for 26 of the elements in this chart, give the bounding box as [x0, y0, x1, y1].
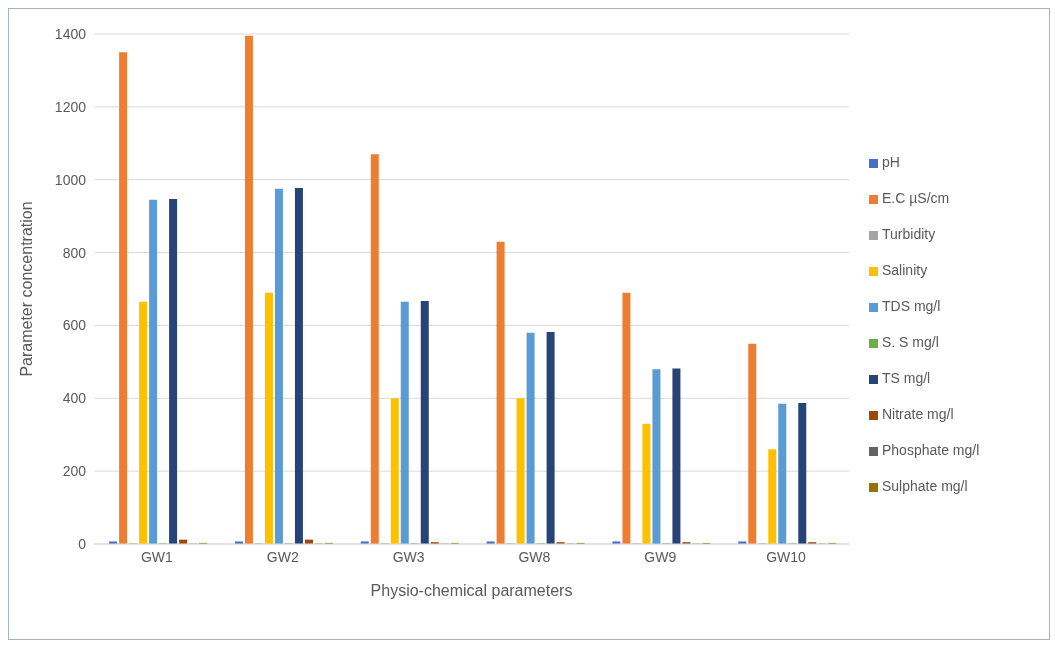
y-tick-label: 800: [62, 244, 87, 261]
legend-label: Salinity: [882, 262, 928, 278]
y-tick-label: 1400: [54, 25, 87, 42]
x-tick-label: GW3: [392, 548, 425, 565]
y-tick-label: 400: [62, 390, 87, 407]
y-tick-label: 600: [62, 317, 87, 334]
legend-label: Sulphate mg/l: [882, 478, 968, 494]
x-tick-label: GW1: [140, 548, 174, 565]
legend-label: Turbidity: [882, 226, 936, 242]
x-tick-label: GW8: [518, 548, 551, 565]
y-tick-label: 1000: [54, 171, 87, 188]
x-tick-label: GW9: [644, 548, 677, 565]
legend-label: Nitrate mg/l: [882, 406, 954, 422]
x-axis-title: Physio-chemical parameters: [370, 582, 573, 599]
x-tick-label: GW10: [766, 548, 807, 565]
y-tick-label: 200: [62, 463, 87, 480]
legend-label: pH: [882, 154, 900, 170]
y-tick-label: 1200: [54, 98, 87, 115]
y-axis-title: Parameter concentration: [17, 201, 35, 377]
legend-label: TS mg/l: [882, 370, 931, 386]
legend-label: TDS mg/l: [882, 298, 941, 314]
y-tick-label: 0: [78, 535, 87, 552]
legend-label: E.C µS/cm: [882, 190, 950, 206]
legend-label: S. S mg/l: [882, 334, 939, 350]
x-tick-label: GW2: [266, 548, 299, 565]
legend-label: Phosphate mg/l: [882, 442, 980, 458]
